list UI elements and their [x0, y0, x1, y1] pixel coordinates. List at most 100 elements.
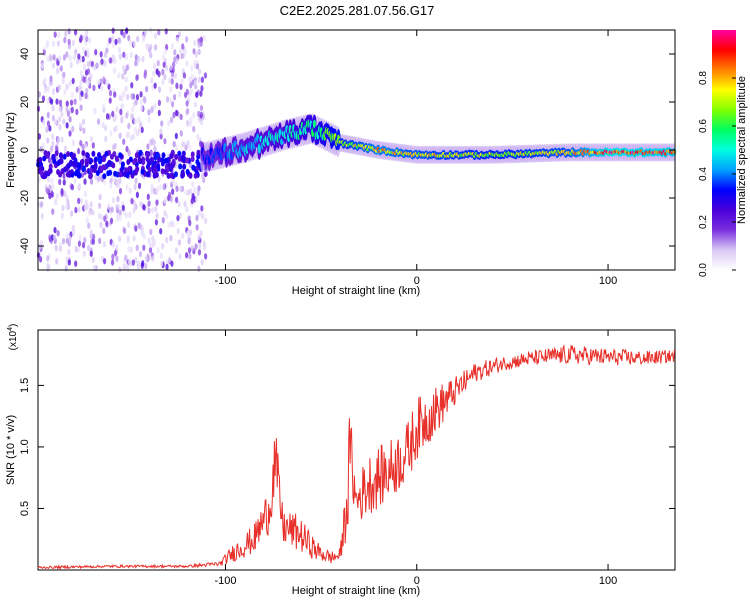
spectrogram-cell [138, 149, 143, 156]
spectrogram-cell [58, 55, 62, 62]
spectrogram-cell [169, 195, 173, 203]
spectrogram-cell [163, 73, 167, 81]
spectrogram-cell [124, 212, 129, 219]
spectrogram-cell [46, 120, 50, 127]
spectrogram-cell [80, 90, 84, 98]
spectrogram-cell [98, 193, 102, 201]
spectrogram-cell [159, 252, 163, 259]
spectrogram-cell [39, 169, 44, 176]
spectrogram-cell [185, 157, 190, 164]
spectrogram-cell [146, 43, 150, 50]
spectrogram-cell [118, 152, 123, 159]
spectrogram-cell [141, 55, 145, 63]
spectrogram-cell [175, 110, 179, 117]
spectrogram-cell [175, 36, 180, 43]
spectrogram-cell [170, 101, 175, 108]
spectrogram-cell [155, 188, 159, 195]
spectrogram-cell [181, 43, 185, 50]
spectrogram-cell [101, 103, 106, 110]
spectrogram-cell [118, 171, 123, 178]
spectrogram-cell [183, 200, 187, 208]
spectrogram-cell [126, 158, 131, 165]
spectrogram-cell [187, 247, 192, 254]
snr-xlabel: Height of straight line (km) [292, 585, 420, 597]
spectrogram-cell [140, 168, 145, 175]
spectrogram-cell [172, 111, 176, 119]
spectrogram-cell [169, 64, 173, 71]
spectrogram-cell [143, 72, 147, 79]
spectrogram-cell [124, 254, 128, 261]
spectrogram-cell [125, 263, 129, 270]
spectrogram-cell [58, 245, 62, 252]
spectrogram-cell [92, 84, 96, 92]
snr-ytick-label: 0.5 [19, 501, 31, 516]
spectrogram-cell [111, 54, 115, 61]
spectrogram-panel: -100 0 100 -40 -20 0 20 40 Height of straight l… [5, 26, 677, 297]
spectrogram-cell [135, 244, 139, 252]
spectrogram-cell [78, 84, 82, 92]
spectrogram-cell [176, 214, 180, 222]
spectrogram-cell [173, 72, 177, 80]
spectrogram-cell [199, 90, 203, 97]
spectrogram-cell [167, 221, 171, 229]
spectrogram-cell [196, 133, 200, 141]
spectrogram-cell [61, 77, 65, 85]
snr-axes: -100 0 100 0.5 1.0 1.5 [19, 330, 675, 587]
spectrogram-cell [128, 211, 132, 219]
spectrogram-cell [151, 255, 155, 262]
spectrogram-cell [50, 177, 54, 184]
spectrogram-cell [37, 133, 42, 140]
spectrogram-cell [140, 105, 144, 112]
spectrogram-cell [169, 172, 174, 179]
spectrogram-cell [70, 91, 74, 99]
spectrogram-cell [154, 205, 158, 213]
spectrogram-cell [122, 227, 127, 235]
spectrogram-cell [116, 195, 120, 203]
spectrogram-cell [182, 163, 187, 170]
spectrogram-cell [134, 225, 138, 232]
spectrogram-cell [121, 64, 126, 72]
snr-scale-note: (x104) [7, 324, 19, 351]
spectrogram-cell [126, 234, 130, 242]
snr-series-line [37, 344, 676, 570]
spectrogram-cell [89, 229, 93, 236]
spectrogram-cell [73, 98, 77, 105]
spectrogram-cell [55, 258, 59, 265]
spectrogram-cell [197, 249, 202, 256]
spectrogram-cell [76, 147, 81, 155]
spectrogram-cell [102, 76, 106, 83]
spectrogram-cell [126, 93, 130, 101]
spectrogram-cell [89, 250, 93, 257]
spectrogram-cell [153, 167, 158, 174]
spectrogram-cell [51, 62, 55, 69]
spectrogram-cell [46, 111, 50, 119]
spectrogram-cell [74, 260, 78, 267]
spectrogram-cell [78, 122, 83, 129]
spectrogram-cell [46, 175, 51, 183]
spectrogram-cell [65, 203, 69, 211]
spectrogram-cell [146, 171, 151, 178]
spectrogram-cell [42, 49, 46, 56]
spectrogram-cell [125, 112, 129, 119]
spectrogram-cell [170, 260, 174, 267]
spectrogram-cell [203, 72, 208, 79]
spectrogram-cell [58, 178, 62, 186]
spectrogram-cell [166, 96, 170, 103]
spectrogram-cell [178, 253, 182, 260]
spectrogram-cell [77, 53, 81, 60]
spectrogram-cell [125, 131, 129, 139]
spectrogram-cell [55, 98, 59, 105]
spectrogram-cell [83, 204, 87, 211]
spectrogram-cell [147, 200, 151, 207]
spectrogram-cell [117, 46, 122, 54]
spectrogram-cell [51, 133, 55, 141]
spectrogram-xtick-label: 100 [599, 275, 617, 287]
spectrogram-cell [141, 159, 146, 166]
spectrogram-cell [165, 236, 169, 244]
spectrogram-cell [86, 68, 90, 75]
spectrogram-cell [148, 246, 153, 254]
spectrogram-cell [82, 34, 86, 42]
spectrogram-cell [185, 205, 189, 213]
colorbar-tick-label: 0.6 [698, 119, 709, 133]
spectrogram-cell [111, 35, 115, 42]
